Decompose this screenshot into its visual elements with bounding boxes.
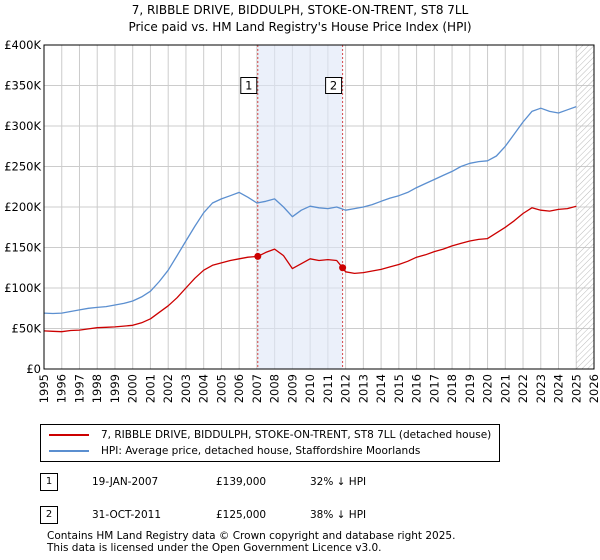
x-tick-label-15: 2010 [303,374,317,403]
y-tick-label-5: £250K [4,160,41,174]
property-price-line [43,205,577,333]
x-tick-label-6: 2001 [143,374,157,403]
y-tick-label-6: £300K [4,119,41,133]
y-tick-label-8: £400K [4,38,41,52]
x-tick-label-30: 2025 [569,374,583,403]
sale-hpi-2: 38% ↓ HPI [310,509,367,521]
plot-border [43,44,595,370]
sale-date-2: 31-OCT-2011 [92,509,161,521]
x-tick-label-16: 2011 [321,374,335,403]
sale-label-box-2 [325,77,343,94]
x-tick-label-3: 1998 [90,374,104,403]
x-tick-label-31: 2026 [587,374,600,403]
x-tick-label-1: 1996 [55,374,69,403]
sale-label-text-2: 2 [330,79,337,93]
y-tick-label-1: £50K [12,322,42,336]
x-tick-label-27: 2022 [516,374,530,403]
y-tick-label-0: £0 [26,362,41,376]
legend-label-property: 7, RIBBLE DRIVE, BIDDULPH, STOKE-ON-TREN… [101,429,492,441]
x-tick-label-0: 1995 [37,374,51,403]
forecast-hatch [576,45,594,369]
y-tick-label-7: £350K [4,79,41,93]
legend-label-hpi: HPI: Average price, detached house, Staf… [101,445,421,457]
legend-swatch-property [49,434,89,436]
x-tick-label-26: 2021 [498,374,512,403]
sale-badge-1: 1 [40,473,58,491]
sale-price-1: £139,000 [216,476,267,488]
y-tick-label-2: £100K [4,281,41,295]
sale-point-1 [254,252,262,260]
y-tick-label-4: £200K [4,200,41,214]
x-tick-label-25: 2020 [481,374,495,403]
sale-label-box-1 [240,77,258,94]
x-tick-label-14: 2009 [285,374,299,403]
x-tick-label-24: 2019 [463,374,477,403]
x-tick-label-29: 2024 [552,374,566,403]
x-tick-label-13: 2008 [268,374,282,403]
x-tick-label-19: 2014 [374,374,388,403]
x-tick-label-8: 2003 [179,374,193,403]
sale-badge-2: 2 [40,506,58,524]
sale-period-band [257,45,343,369]
x-tick-label-5: 2000 [126,374,140,403]
legend-swatch-hpi [49,450,89,452]
legend: 7, RIBBLE DRIVE, BIDDULPH, STOKE-ON-TREN… [40,424,500,462]
sale-label-text-1: 1 [245,79,252,93]
series-lines [43,105,577,333]
chart-subtitle: Price paid vs. HM Land Registry's House … [128,20,472,34]
x-tick-label-23: 2018 [445,374,459,403]
x-tick-label-17: 2012 [339,374,353,403]
chart-title: 7, RIBBLE DRIVE, BIDDULPH, STOKE-ON-TREN… [131,3,469,17]
x-tick-label-22: 2017 [427,374,441,403]
axes: £0 £50K £100K £150K £200K £250K £300K £350K £400… [4,38,600,403]
sale-point-2 [339,264,347,272]
x-tick-label-12: 2007 [250,374,264,403]
x-tick-label-4: 1999 [108,374,122,403]
sale-date-1: 19-JAN-2007 [92,476,159,488]
x-tick-label-28: 2023 [534,374,548,403]
sale-hpi-1: 32% ↓ HPI [310,476,367,488]
x-tick-label-2: 1997 [72,374,86,403]
footer-attribution: Contains HM Land Registry data © Crown c… [47,530,455,554]
chart-title-block: 7, RIBBLE DRIVE, BIDDULPH, STOKE-ON-TREN… [0,2,600,36]
sale-period-shading [257,45,594,369]
x-tick-label-11: 2006 [232,374,246,403]
hpi-line [43,105,577,315]
x-tick-label-20: 2015 [392,374,406,403]
x-tick-label-21: 2016 [410,374,424,403]
x-tick-label-10: 2005 [214,374,228,403]
sale-price-2: £125,000 [216,509,267,521]
x-tick-label-18: 2013 [356,374,370,403]
y-tick-label-3: £150K [4,241,41,255]
footer-line-2: This data is licensed under the Open Gov… [47,542,382,554]
footer-line-1: Contains HM Land Registry data © Crown c… [47,530,456,542]
x-tick-label-9: 2004 [197,374,211,403]
x-tick-label-7: 2002 [161,374,175,403]
